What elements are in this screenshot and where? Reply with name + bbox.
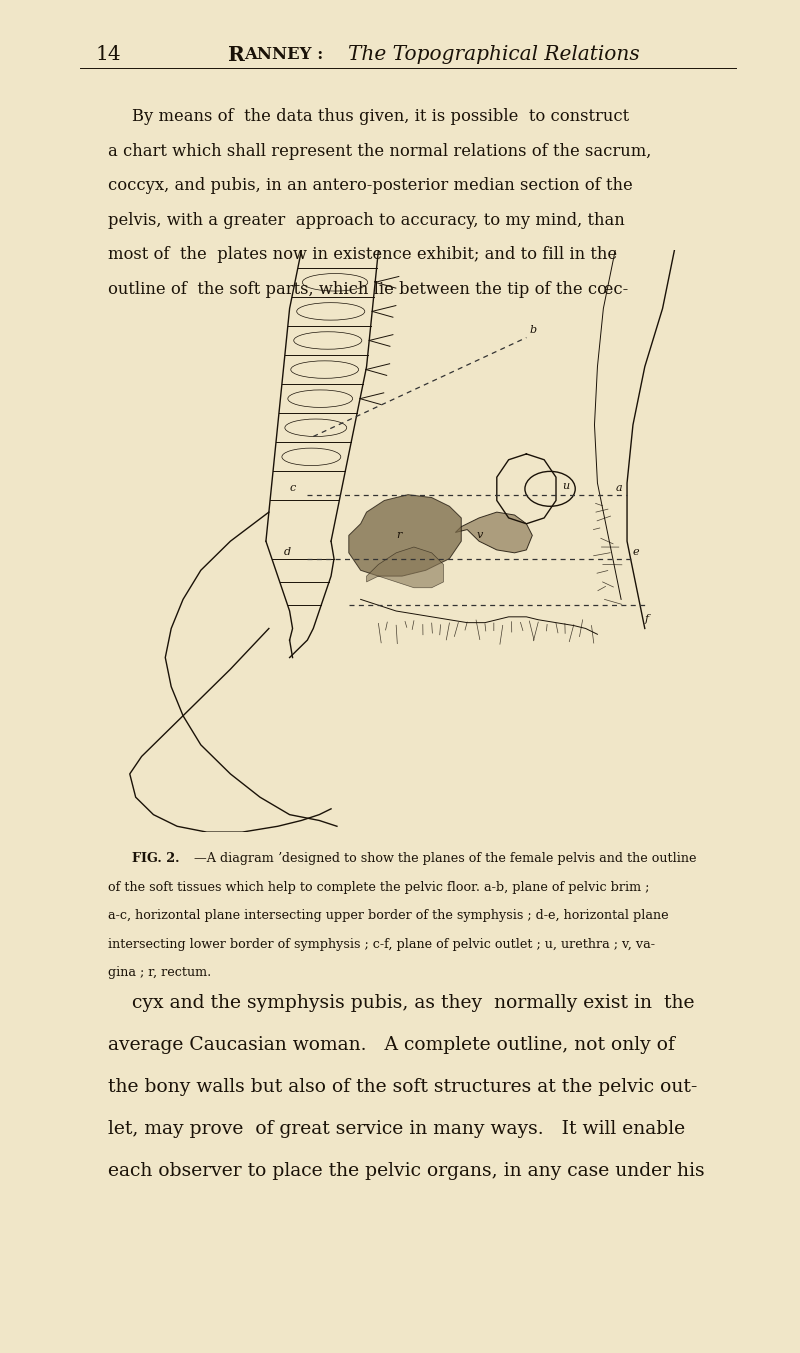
- Text: u: u: [562, 480, 569, 491]
- Polygon shape: [366, 547, 443, 587]
- Text: cyx and the symphysis pubis, as they  normally exist in  the: cyx and the symphysis pubis, as they nor…: [132, 994, 694, 1012]
- Text: r: r: [396, 530, 402, 540]
- Text: of the soft tissues which help to complete the pelvic floor. a-b, plane of pelvi: of the soft tissues which help to comple…: [108, 881, 650, 894]
- Text: FIG. 2.: FIG. 2.: [132, 852, 179, 866]
- Text: coccyx, and pubis, in an antero-posterior median section of the: coccyx, and pubis, in an antero-posterio…: [108, 177, 633, 195]
- Text: ANNEY :: ANNEY :: [244, 46, 323, 64]
- Text: b: b: [530, 325, 537, 334]
- Text: average Caucasian woman.   A complete outline, not only of: average Caucasian woman. A complete outl…: [108, 1036, 675, 1054]
- Text: intersecting lower border of symphysis ; c-f, plane of pelvic outlet ; u, urethr: intersecting lower border of symphysis ;…: [108, 938, 655, 951]
- Text: each observer to place the pelvic organs, in any case under his: each observer to place the pelvic organs…: [108, 1162, 705, 1180]
- Text: pelvis, with a greater  approach to accuracy, to my mind, than: pelvis, with a greater approach to accur…: [108, 211, 625, 229]
- Text: the bony walls but also of the soft structures at the pelvic out-: the bony walls but also of the soft stru…: [108, 1078, 698, 1096]
- Text: c: c: [290, 483, 296, 494]
- Text: R: R: [228, 45, 245, 65]
- Text: v: v: [476, 530, 482, 540]
- Text: a-c, horizontal plane intersecting upper border of the symphysis ; d-e, horizont: a-c, horizontal plane intersecting upper…: [108, 909, 669, 923]
- Text: a: a: [615, 483, 622, 494]
- Text: f: f: [645, 614, 649, 624]
- Text: By means of  the data thus given, it is possible  to construct: By means of the data thus given, it is p…: [132, 108, 629, 126]
- Text: 14: 14: [95, 45, 121, 65]
- Polygon shape: [349, 495, 462, 576]
- Text: e: e: [633, 548, 639, 557]
- Text: d: d: [284, 548, 291, 557]
- Text: a chart which shall represent the normal relations of the sacrum,: a chart which shall represent the normal…: [108, 142, 651, 160]
- Text: gina ; r, rectum.: gina ; r, rectum.: [108, 966, 211, 980]
- Text: most of  the  plates now in existence exhibit; and to fill in the: most of the plates now in existence exhi…: [108, 246, 617, 264]
- Text: —A diagram ʼdesigned to show the planes of the female pelvis and the outline: —A diagram ʼdesigned to show the planes …: [194, 852, 697, 866]
- Text: The Topographical Relations: The Topographical Relations: [348, 45, 640, 65]
- Text: let, may prove  of great service in many ways.   It will enable: let, may prove of great service in many …: [108, 1120, 685, 1138]
- Polygon shape: [455, 511, 532, 553]
- Text: outline of  the soft parts, which lie between the tip of the cœc-: outline of the soft parts, which lie bet…: [108, 280, 628, 298]
